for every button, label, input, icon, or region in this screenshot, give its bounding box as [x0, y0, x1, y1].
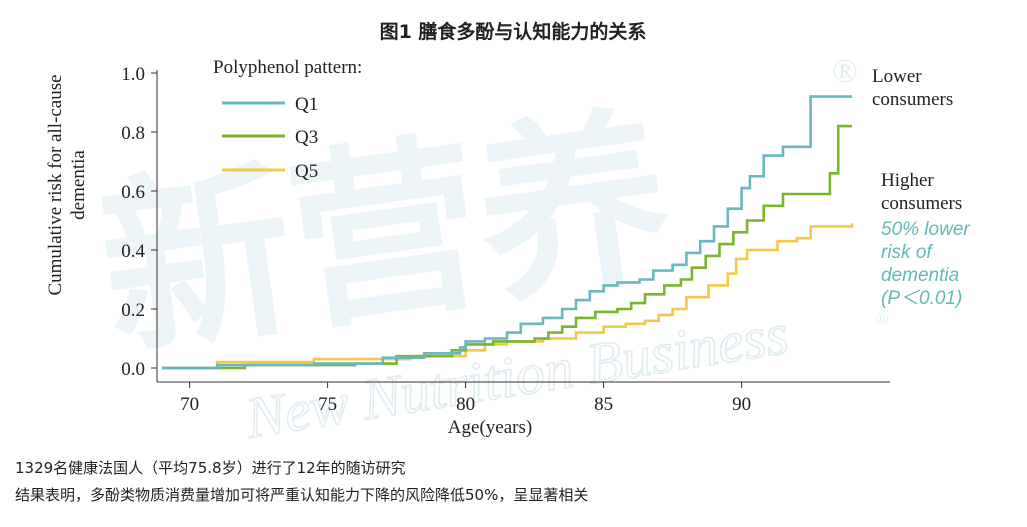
annotations: Lower consumers Higher consumers 50% low… — [872, 66, 970, 309]
annotation-lower-line1: Lower — [872, 66, 922, 87]
x-tick-label: 80 — [456, 394, 475, 415]
x-tick-label: 85 — [594, 394, 613, 415]
annotation-risk-line3: dementia — [881, 265, 959, 286]
series-line-q1 — [162, 95, 852, 370]
annotation-higher-line1: Higher — [881, 170, 934, 191]
annotation-lower-line2: consumers — [872, 89, 953, 110]
y-tick-label: 0.4 — [121, 241, 145, 262]
watermark-mark-small: ® — [875, 308, 889, 328]
series-line-q5 — [162, 223, 854, 370]
series-group — [162, 95, 854, 370]
figure-title: 图1 膳食多酚与认知能力的关系 — [380, 20, 647, 43]
y-tick-label: 1.0 — [121, 64, 145, 85]
axes — [156, 70, 890, 383]
legend-title: Polyphenol pattern: — [213, 57, 362, 78]
annotation-higher-line2: consumers — [881, 193, 962, 214]
y-axis-label-line1: Cumulative risk for all-cause — [45, 74, 66, 295]
annotation-risk-line1: 50% lower — [881, 219, 970, 240]
footer-line1: 1329名健康法国人（平均75.8岁）进行了12年的随访研究 — [15, 459, 406, 477]
watermark: 新营养 New Nutrition Business ® ® — [88, 53, 889, 452]
x-ticks: 70 75 80 85 90 — [180, 382, 751, 415]
legend-label-q3: Q3 — [295, 127, 318, 148]
x-tick-label: 75 — [318, 394, 337, 415]
y-ticks: 0.0 0.2 0.4 0.6 0.8 1.0 — [121, 64, 157, 380]
footer-line2: 结果表明，多酚类物质消费量增加可将严重认知能力下降的风险降低50%，呈显著相关 — [15, 486, 588, 504]
annotation-risk-line2: risk of — [881, 242, 933, 263]
x-tick-label: 70 — [180, 394, 199, 415]
y-axis-label-line2: dementia — [68, 150, 89, 220]
annotation-risk-line4: (P＜0.01) — [881, 288, 962, 309]
y-tick-label: 0.0 — [121, 359, 145, 380]
y-tick-label: 0.2 — [121, 300, 145, 321]
series-line-q3 — [162, 124, 852, 370]
watermark-mark: ® — [832, 53, 858, 90]
legend: Polyphenol pattern: Q1 Q3 Q5 — [213, 57, 362, 182]
x-tick-label: 90 — [732, 394, 751, 415]
y-tick-label: 0.8 — [121, 123, 145, 144]
x-axis-label: Age(years) — [448, 417, 532, 438]
y-tick-label: 0.6 — [121, 182, 145, 203]
legend-label-q1: Q1 — [295, 94, 318, 115]
legend-label-q5: Q5 — [295, 161, 318, 182]
